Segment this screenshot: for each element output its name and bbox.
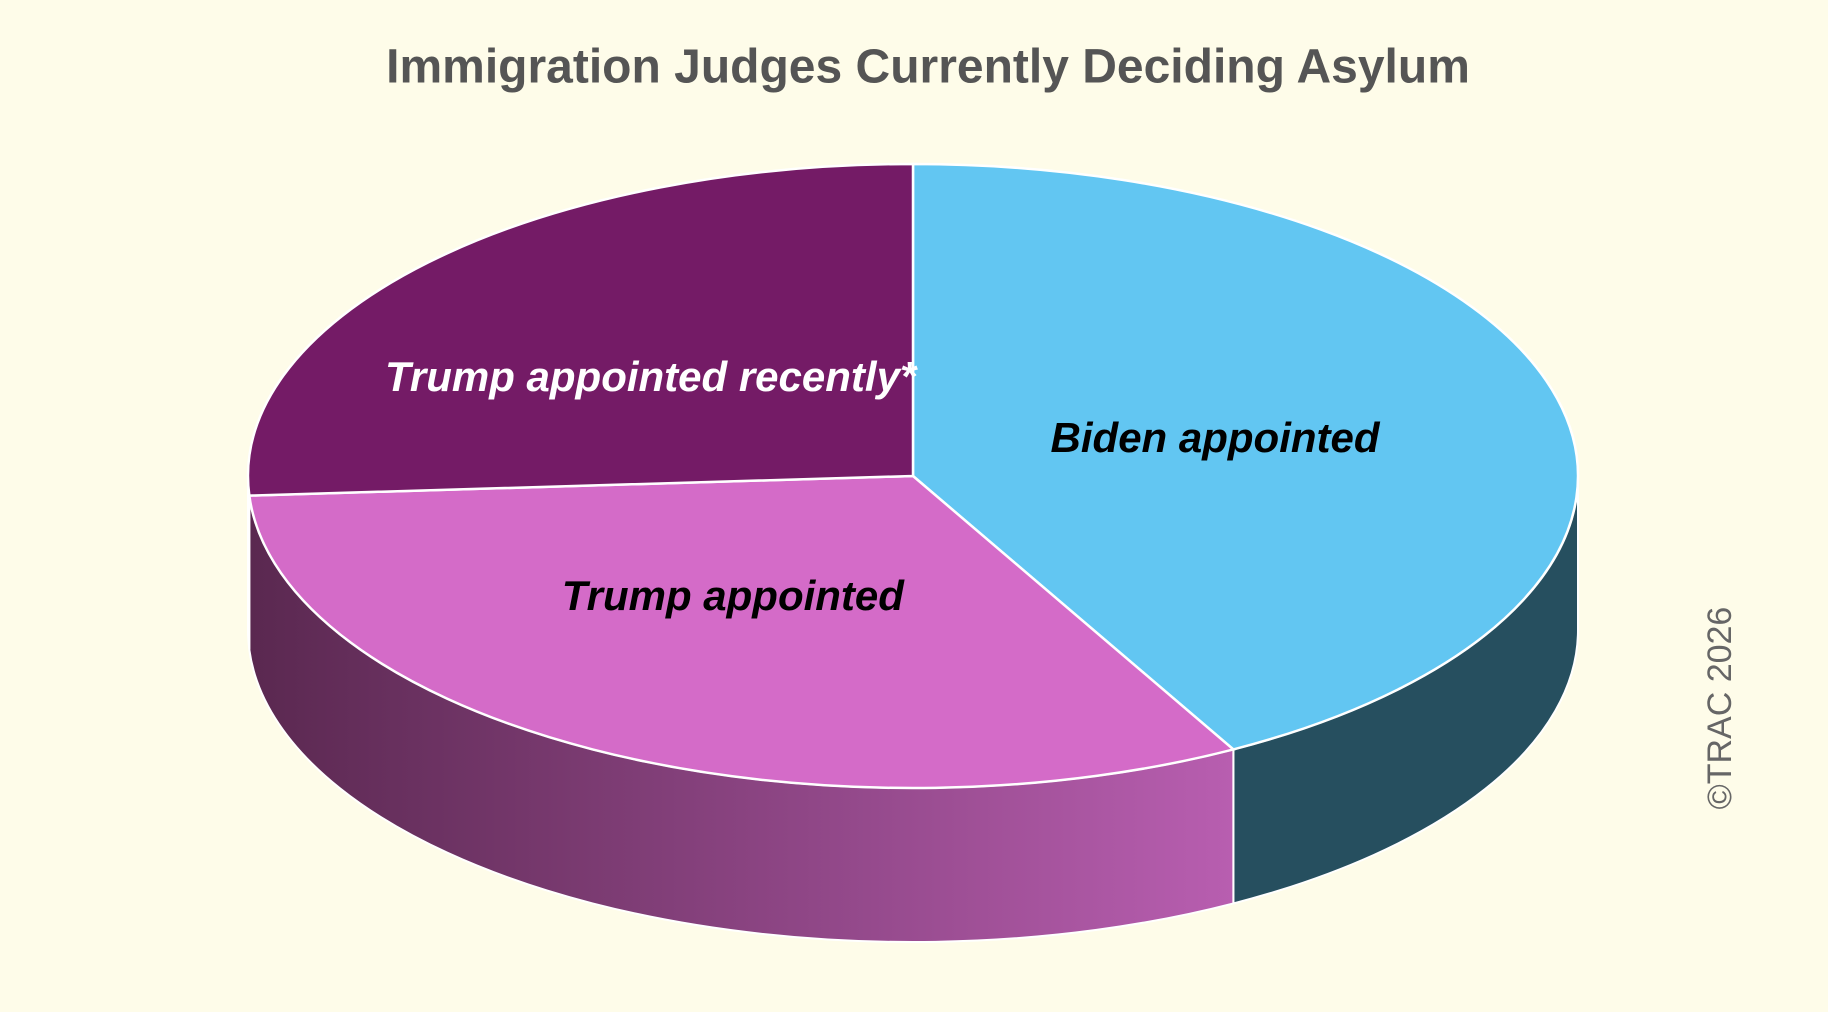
slice-label: Trump appointed recently* <box>385 353 918 400</box>
pie-slice <box>246 162 915 497</box>
chart-title: Immigration Judges Currently Deciding As… <box>386 41 1470 94</box>
pie-slice <box>247 474 1237 790</box>
pie-slice <box>911 162 1580 751</box>
credit: ©TRAC 2026 <box>1701 607 1739 810</box>
slice-label: Trump appointed <box>562 572 906 619</box>
slice-label: Biden appointed <box>1051 414 1381 461</box>
